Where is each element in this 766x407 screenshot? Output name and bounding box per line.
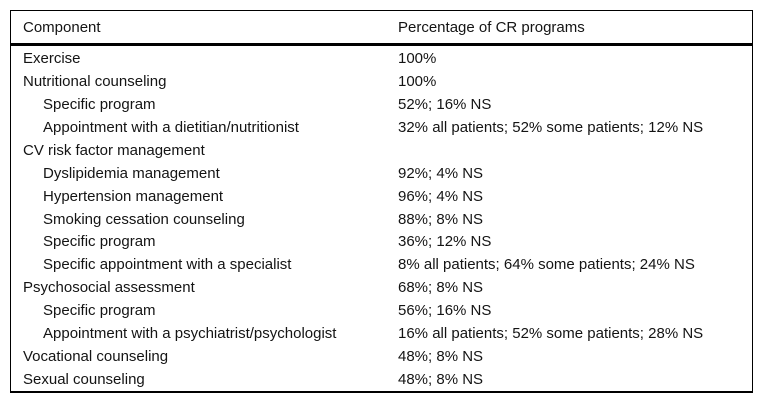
component-cell: Specific appointment with a specialist — [43, 256, 292, 274]
percentage-cell: 48%; 8% NS — [398, 371, 484, 389]
component-cell: Specific program — [43, 233, 156, 251]
table-header-row: Component Percentage of CR programs — [11, 11, 752, 46]
percentage-cell: 36%; 12% NS — [398, 233, 492, 251]
component-cell: Specific program — [43, 302, 156, 320]
percentage-cell: 48%; 8% NS — [398, 348, 484, 366]
table-row: Nutritional counseling 100% — [11, 70, 752, 93]
percentage-cell: 92%; 4% NS — [398, 164, 484, 182]
percentage-cell: 32% all patients; 52% some patients; 12%… — [398, 118, 704, 136]
cr-programs-table: Component Percentage of CR programs Exer… — [10, 10, 753, 393]
percentage-cell: 16% all patients; 52% some patients; 28%… — [398, 325, 704, 343]
table-row: Smoking cessation counseling 88%; 8% NS — [11, 208, 752, 231]
component-cell: Appointment with a psychiatrist/psycholo… — [43, 325, 337, 343]
table-row: Specific program 36%; 12% NS — [11, 231, 752, 254]
table-row: Sexual counseling 48%; 8% NS — [11, 368, 752, 391]
column-header-percentage: Percentage of CR programs — [398, 18, 585, 36]
column-header-component: Component — [23, 18, 101, 36]
table-row: Psychosocial assessment 68%; 8% NS — [11, 276, 752, 299]
percentage-cell: 88%; 8% NS — [398, 210, 484, 228]
percentage-cell: 100% — [398, 49, 437, 67]
table-row: Specific program 52%; 16% NS — [11, 93, 752, 116]
percentage-cell: 56%; 16% NS — [398, 302, 492, 320]
component-cell: Sexual counseling — [23, 371, 145, 389]
table-row: Dyslipidemia management 92%; 4% NS — [11, 162, 752, 185]
table-body: Exercise 100% Nutritional counseling 100… — [11, 46, 752, 391]
component-cell: Nutritional counseling — [23, 72, 167, 90]
table-row: Appointment with a dietitian/nutritionis… — [11, 116, 752, 139]
percentage-cell: 8% all patients; 64% some patients; 24% … — [398, 256, 695, 274]
component-cell: Psychosocial assessment — [23, 279, 195, 297]
percentage-cell: 52%; 16% NS — [398, 95, 492, 113]
component-cell: Specific program — [43, 95, 156, 113]
table-row: Hypertension management 96%; 4% NS — [11, 185, 752, 208]
table-row: Specific appointment with a specialist 8… — [11, 253, 752, 276]
component-cell: Vocational counseling — [23, 348, 169, 366]
table-row: Appointment with a psychiatrist/psycholo… — [11, 322, 752, 345]
percentage-cell: 96%; 4% NS — [398, 187, 484, 205]
component-cell: Appointment with a dietitian/nutritionis… — [43, 118, 299, 136]
component-cell: Hypertension management — [43, 187, 224, 205]
component-cell: Dyslipidemia management — [43, 164, 220, 182]
component-cell: Exercise — [23, 49, 81, 67]
component-cell: CV risk factor management — [23, 141, 205, 159]
component-cell: Smoking cessation counseling — [43, 210, 245, 228]
table-row: Exercise 100% — [11, 47, 752, 70]
table-row: CV risk factor management — [11, 139, 752, 162]
percentage-cell: 68%; 8% NS — [398, 279, 484, 297]
table-row: Specific program 56%; 16% NS — [11, 299, 752, 322]
table-row: Vocational counseling 48%; 8% NS — [11, 345, 752, 368]
percentage-cell: 100% — [398, 72, 437, 90]
